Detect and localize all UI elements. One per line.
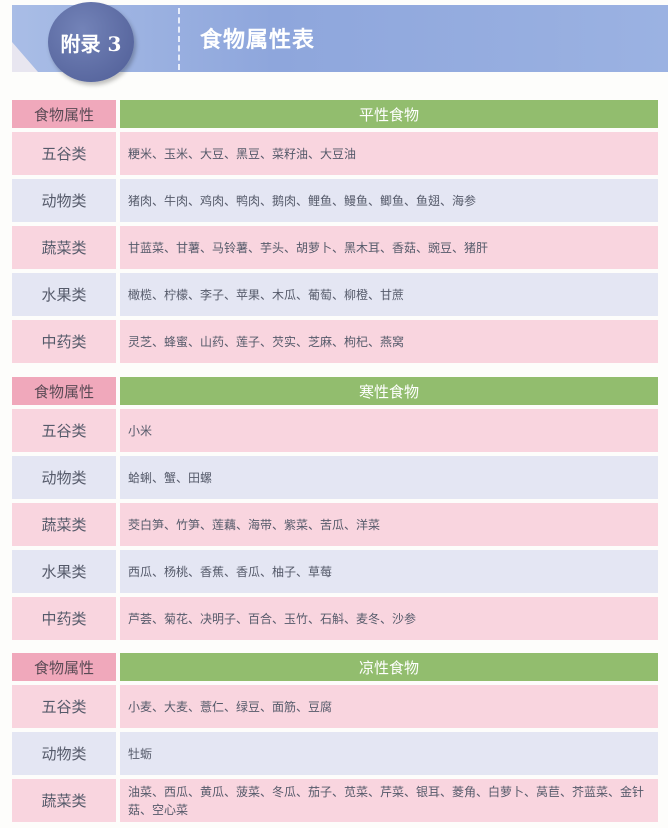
- items-cell: 灵芝、蜂蜜、山药、莲子、芡实、芝麻、枸杞、燕窝: [120, 320, 658, 363]
- table-row: 中药类 灵芝、蜂蜜、山药、莲子、芡实、芝麻、枸杞、燕窝: [12, 320, 658, 363]
- category-cell: 水果类: [12, 550, 116, 593]
- category-cell: 蔬菜类: [12, 503, 116, 546]
- items-cell: 牡蛎: [120, 732, 658, 775]
- column-label: 食物属性: [12, 100, 116, 128]
- items-cell: 芦荟、菊花、决明子、百合、玉竹、石斛、麦冬、沙参: [120, 597, 658, 640]
- table-row: 动物类 牡蛎: [12, 732, 658, 775]
- table-row: 五谷类 粳米、玉米、大豆、黑豆、菜籽油、大豆油: [12, 132, 658, 175]
- items-cell: 粳米、玉米、大豆、黑豆、菜籽油、大豆油: [120, 132, 658, 175]
- category-cell: 中药类: [12, 320, 116, 363]
- items-cell: 甘蓝菜、甘薯、马铃薯、芋头、胡萝卜、黑木耳、香菇、豌豆、猪肝: [120, 226, 658, 269]
- table-row: 水果类 橄榄、柠檬、李子、苹果、木瓜、葡萄、柳橙、甘蔗: [12, 273, 658, 316]
- food-table: 食物属性 寒性食物 五谷类 小米 动物类 蛤蜊、蟹、田螺 蔬菜类 茭白笋、竹笋、…: [12, 377, 658, 640]
- items-cell: 小麦、大麦、薏仁、绿豆、面筋、豆腐: [120, 685, 658, 728]
- appendix-badge: 附录 3: [48, 2, 134, 82]
- food-table: 食物属性 平性食物 五谷类 粳米、玉米、大豆、黑豆、菜籽油、大豆油 动物类 猪肉…: [12, 100, 658, 363]
- page-fold-decoration: [12, 42, 38, 72]
- category-cell: 中药类: [12, 597, 116, 640]
- table-row: 蔬菜类 油菜、西瓜、黄瓜、菠菜、冬瓜、茄子、苋菜、芹菜、银耳、菱角、白萝卜、莴苣…: [12, 779, 658, 822]
- table-row: 蔬菜类 甘蓝菜、甘薯、马铃薯、芋头、胡萝卜、黑木耳、香菇、豌豆、猪肝: [12, 226, 658, 269]
- table-row: 五谷类 小麦、大麦、薏仁、绿豆、面筋、豆腐: [12, 685, 658, 728]
- page-title: 食物属性表: [200, 27, 316, 53]
- table-row: 水果类 西瓜、杨桃、香蕉、香瓜、柚子、草莓: [12, 550, 658, 593]
- category-cell: 蔬菜类: [12, 779, 116, 822]
- table-row: 动物类 猪肉、牛肉、鸡肉、鸭肉、鹅肉、鲤鱼、鳗鱼、鲫鱼、鱼翅、海参: [12, 179, 658, 222]
- items-cell: 茭白笋、竹笋、莲藕、海带、紫菜、苦瓜、洋菜: [120, 503, 658, 546]
- table-row: 五谷类 小米: [12, 409, 658, 452]
- items-cell: 小米: [120, 409, 658, 452]
- table-row: 动物类 蛤蜊、蟹、田螺: [12, 456, 658, 499]
- items-cell: 西瓜、杨桃、香蕉、香瓜、柚子、草莓: [120, 550, 658, 593]
- table-header: 食物属性 凉性食物: [12, 653, 658, 681]
- divider: [178, 8, 180, 70]
- category-cell: 动物类: [12, 732, 116, 775]
- category-cell: 五谷类: [12, 132, 116, 175]
- table-title: 寒性食物: [120, 377, 658, 405]
- table-header: 食物属性 平性食物: [12, 100, 658, 128]
- category-cell: 五谷类: [12, 409, 116, 452]
- column-label: 食物属性: [12, 377, 116, 405]
- category-cell: 水果类: [12, 273, 116, 316]
- table-header: 食物属性 寒性食物: [12, 377, 658, 405]
- table-row: 中药类 芦荟、菊花、决明子、百合、玉竹、石斛、麦冬、沙参: [12, 597, 658, 640]
- category-cell: 蔬菜类: [12, 226, 116, 269]
- table-title: 平性食物: [120, 100, 658, 128]
- category-cell: 动物类: [12, 179, 116, 222]
- items-cell: 油菜、西瓜、黄瓜、菠菜、冬瓜、茄子、苋菜、芹菜、银耳、菱角、白萝卜、莴苣、芥蓝菜…: [120, 779, 658, 822]
- category-cell: 动物类: [12, 456, 116, 499]
- food-table: 食物属性 凉性食物 五谷类 小麦、大麦、薏仁、绿豆、面筋、豆腐 动物类 牡蛎 蔬…: [12, 653, 658, 822]
- category-cell: 五谷类: [12, 685, 116, 728]
- table-title: 凉性食物: [120, 653, 658, 681]
- table-row: 蔬菜类 茭白笋、竹笋、莲藕、海带、紫菜、苦瓜、洋菜: [12, 503, 658, 546]
- items-cell: 猪肉、牛肉、鸡肉、鸭肉、鹅肉、鲤鱼、鳗鱼、鲫鱼、鱼翅、海参: [120, 179, 658, 222]
- column-label: 食物属性: [12, 653, 116, 681]
- items-cell: 蛤蜊、蟹、田螺: [120, 456, 658, 499]
- items-cell: 橄榄、柠檬、李子、苹果、木瓜、葡萄、柳橙、甘蔗: [120, 273, 658, 316]
